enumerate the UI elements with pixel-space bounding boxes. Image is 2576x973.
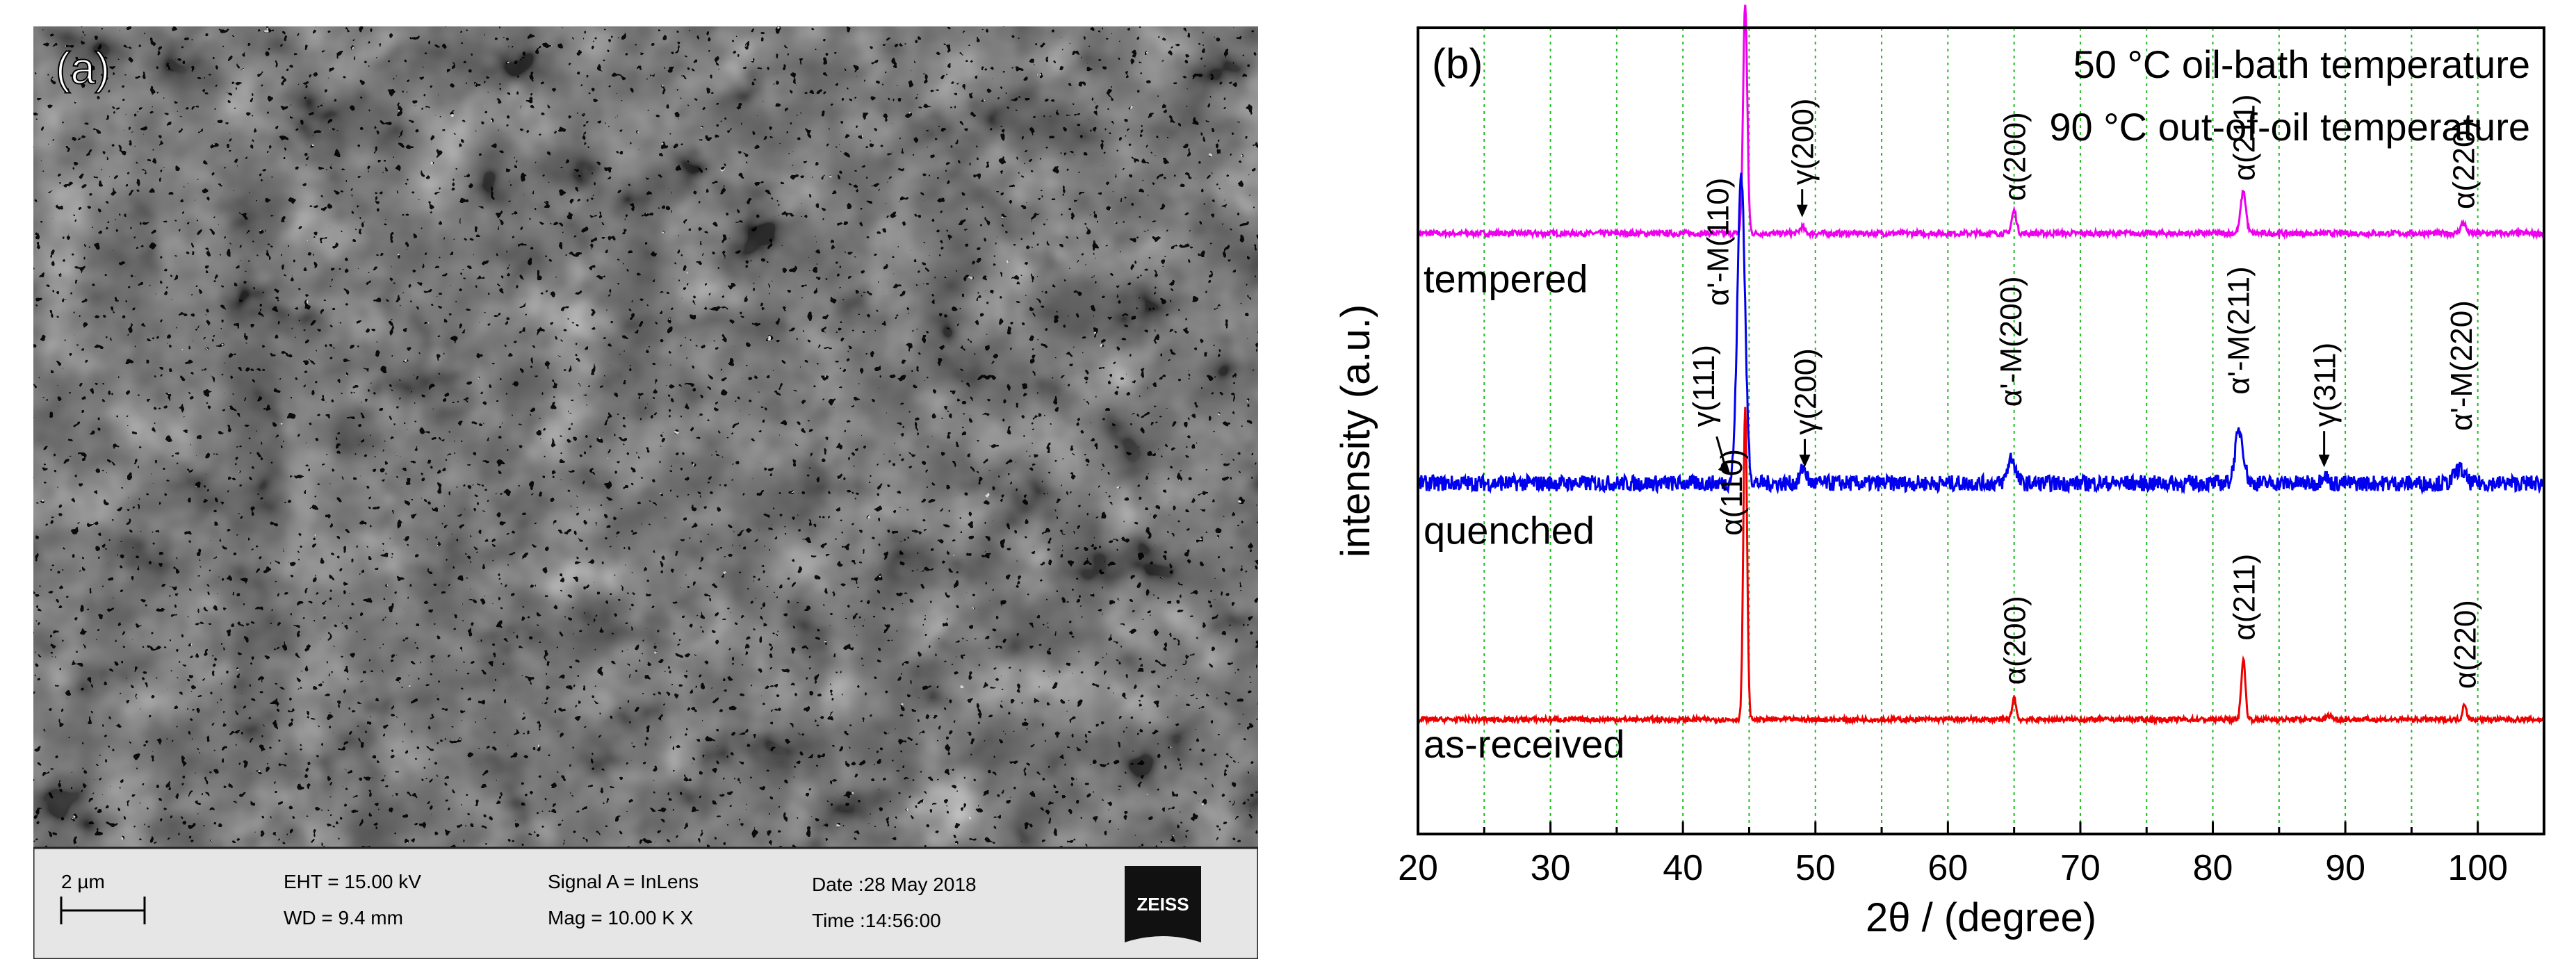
sem-info-bar: 2 µm EHT = 15.00 kV WD = 9.4 mm Signal A… (33, 847, 1258, 959)
sem-panel: (a) 2 µm EHT = 15.00 kV WD = 9.4 mm Sign… (33, 26, 1258, 959)
peak-label: α(200) (1998, 596, 2032, 685)
wd-value: WD = 9.4 mm (284, 907, 403, 929)
series-label: as-received (1424, 722, 1624, 766)
x-tick-label: 30 (1531, 848, 1571, 888)
scale-bar-label: 2 µm (61, 871, 105, 892)
x-axis-label: 2θ / (degree) (1866, 895, 2096, 940)
svg-text:ZEISS: ZEISS (1136, 894, 1189, 915)
plot-frame (1417, 26, 2545, 835)
series-label: quenched (1424, 508, 1595, 552)
peak-label: α'-M(110) (1702, 178, 1736, 306)
x-tick-label: 60 (1927, 848, 1968, 888)
title-line-2: 90 °C out-of-oil temperature (2049, 105, 2530, 149)
x-tick-label: 100 (2447, 848, 2508, 888)
peak-label: α'-M(211) (2222, 266, 2256, 395)
peak-label: α(200) (1998, 112, 2032, 201)
x-tick-label: 20 (1398, 848, 1438, 888)
zeiss-logo: ZEISS (1125, 866, 1201, 942)
peak-label: γ(200) (1789, 348, 1823, 435)
eht-value: EHT = 15.00 kV (284, 871, 421, 892)
series-line-quenched (1417, 172, 2545, 496)
series-line-tempered (1417, 4, 2545, 240)
peak-label: α'-M(200) (1994, 276, 2028, 407)
date-value: Date :28 May 2018 (812, 874, 977, 895)
peak-label: γ(311) (2308, 343, 2342, 427)
y-axis-label: intensity (a.u.) (1333, 304, 1378, 557)
x-tick-label: 50 (1795, 848, 1836, 888)
time-value: Time :14:56:00 (812, 910, 941, 931)
peak-label: α(211) (2227, 95, 2261, 181)
panel-b-label: (b) (1432, 40, 1483, 87)
peak-arrowhead (2318, 455, 2330, 468)
signal-value: Signal A = InLens (548, 871, 699, 892)
peak-label: α'-M(220) (2445, 300, 2479, 431)
panel-a-label: (a) (56, 43, 110, 93)
peak-label: α(220) (2447, 120, 2481, 209)
xrd-chart: α(110) γ(200) α(200) α(211) α(220) γ(111) α'-M… (1333, 4, 2545, 940)
peak-arrowhead (1799, 455, 1811, 468)
mag-value: Mag = 10.00 K X (548, 907, 694, 929)
peak-label: γ(111) (1687, 345, 1721, 427)
peak-label: α(110) (1715, 449, 1749, 536)
peak-arrowhead (1796, 204, 1808, 218)
peak-label: α(211) (2227, 554, 2261, 641)
peak-arrowhead (1718, 461, 1731, 475)
series-label: tempered (1424, 256, 1588, 300)
peak-label: γ(200) (1786, 98, 1820, 185)
x-tick-label: 90 (2325, 848, 2365, 888)
x-tick-label: 70 (2060, 848, 2101, 888)
series-line-as-received (1417, 407, 2545, 726)
x-tick-label: 80 (2193, 848, 2233, 888)
peak-label: α(220) (2449, 600, 2483, 689)
x-tick-label: 40 (1663, 848, 1703, 888)
title-line-1: 50 °C oil-bath temperature (2073, 42, 2530, 86)
